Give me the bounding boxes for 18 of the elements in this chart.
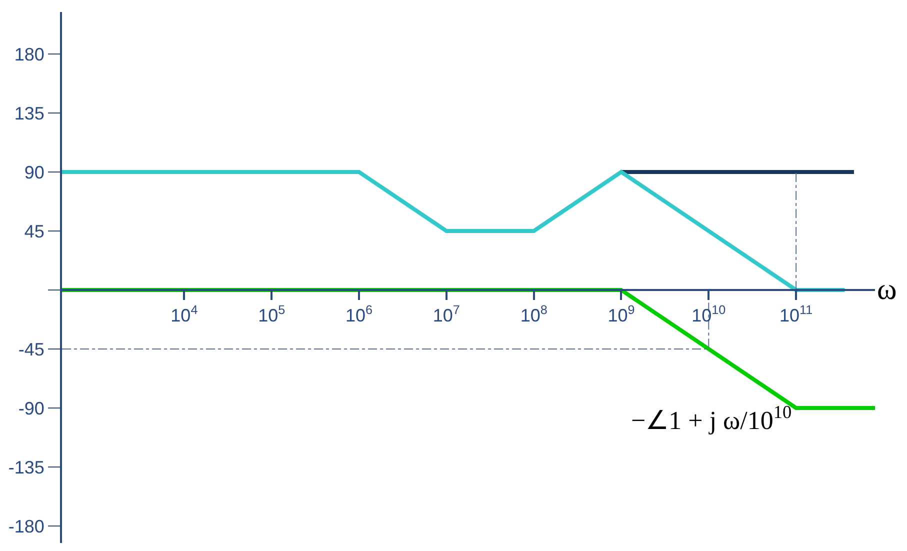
x-tick-label: 10$^{5}$ <box>258 302 286 326</box>
x-axis-title: ω <box>877 273 897 306</box>
x-tick-label: 10$^{9}$ <box>608 302 635 326</box>
x-tick-label: 10$^{11}$ <box>780 302 813 326</box>
x-tick-label: 10$^{8}$ <box>520 302 548 326</box>
y-tick-label: 135 <box>14 103 44 124</box>
y-tick-label: 45 <box>24 221 44 242</box>
x-tick-label: 10$^{10}$ <box>692 302 726 326</box>
y-tick-label: -90 <box>18 398 44 418</box>
y-tick-label: 180 <box>14 44 44 64</box>
y-tick-label: 90 <box>24 162 44 182</box>
y-tick-label: -45 <box>18 339 44 360</box>
y-tick-label: -180 <box>8 516 44 536</box>
x-tick-label: 10$^{4}$ <box>170 302 198 326</box>
y-tick-label: -135 <box>8 457 44 478</box>
annotation: −∠1 + j ω/10$^{10}$ <box>631 402 792 435</box>
x-tick-label: 10$^{6}$ <box>345 302 373 326</box>
x-tick-label: 10$^{7}$ <box>432 302 460 326</box>
